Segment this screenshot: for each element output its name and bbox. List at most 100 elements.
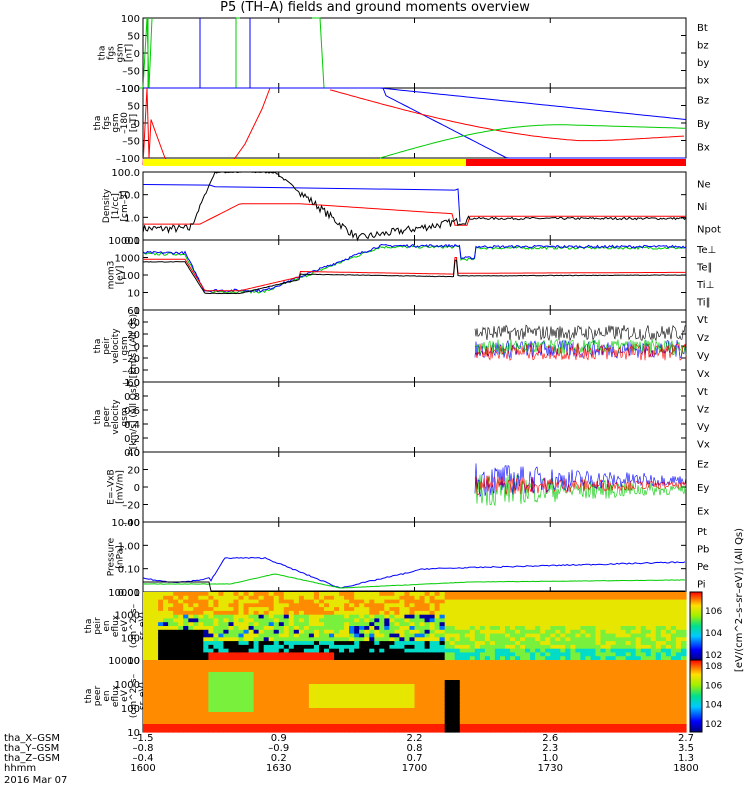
peir-spectrogram-cell [319, 622, 325, 627]
peer-spectrogram-cell [198, 696, 204, 701]
legend-density: Ne [697, 179, 711, 190]
peir-spectrogram-cell [213, 626, 219, 631]
peer-spectrogram-cell [655, 704, 662, 709]
peer-spectrogram-cell [183, 700, 189, 705]
peer-spectrogram-cell [489, 708, 496, 713]
peer-spectrogram-cell [404, 720, 410, 725]
peer-spectrogram-cell [565, 712, 571, 717]
peir-spectrogram-cell [303, 633, 310, 638]
peer-spectrogram-cell [655, 668, 662, 673]
peir-spectrogram-cell [464, 656, 471, 661]
peer-spectrogram-cell [394, 712, 400, 717]
peer-spectrogram-cell [243, 664, 250, 669]
peir-spectrogram-cell [575, 592, 581, 597]
peer-spectrogram-cell [570, 724, 576, 729]
peer-spectrogram-cell [500, 684, 506, 689]
peir-spectrogram-cell [439, 633, 446, 638]
peir-spectrogram-cell [625, 656, 632, 661]
peer-spectrogram-cell [500, 704, 506, 709]
peir-spectrogram-cell [665, 603, 672, 608]
peir-spectrogram-cell [359, 599, 365, 604]
peer-spectrogram-cell [278, 672, 285, 677]
peer-spectrogram-cell [178, 716, 184, 721]
peir-spectrogram [143, 592, 687, 661]
peer-spectrogram-cell [645, 668, 652, 673]
peer-spectrogram-cell [525, 660, 531, 665]
peer-spectrogram-cell [444, 704, 451, 709]
peir-spectrogram-cell [384, 592, 390, 597]
peer-spectrogram-cell [510, 720, 516, 725]
peir-spectrogram-cell [640, 592, 647, 597]
peir-spectrogram-cell [329, 648, 335, 654]
peer-spectrogram-cell [339, 672, 345, 677]
peir-spectrogram-cell [268, 622, 275, 627]
peer-spectrogram-cell [223, 692, 229, 697]
peer-spectrogram-cell [580, 704, 586, 709]
peir-spectrogram-cell [228, 652, 235, 657]
peir-spectrogram-cell [414, 633, 421, 638]
peir-spectrogram-cell [188, 603, 194, 608]
peer-spectrogram-cell [288, 700, 295, 705]
peer-spectrogram-cell [364, 728, 370, 733]
peir-spectrogram-cell [645, 629, 652, 635]
peer-spectrogram-cell [570, 684, 576, 689]
peer-spectrogram-cell [600, 688, 607, 693]
peir-spectrogram-cell [188, 633, 194, 638]
peer-spectrogram-cell [153, 692, 159, 697]
peer-spectrogram-cell [143, 700, 149, 705]
peer-spectrogram-cell [525, 684, 531, 689]
peir-spectrogram-cell [650, 592, 657, 597]
y-tick-label-pressure: 1.00 [118, 541, 140, 552]
peir-spectrogram-cell [168, 607, 174, 612]
peer-spectrogram-cell [203, 684, 209, 689]
peer-spectrogram-cell [570, 660, 576, 665]
peir-spectrogram-cell [384, 648, 390, 654]
peir-spectrogram-cell [253, 592, 260, 597]
peer-spectrogram-cell [313, 696, 320, 701]
peir-spectrogram-cell [223, 626, 229, 631]
peer-spectrogram-cell [479, 728, 486, 733]
peir-spectrogram-cell [439, 626, 446, 631]
peir-spectrogram-cell [494, 656, 501, 661]
peer-spectrogram-cell [233, 680, 240, 685]
peir-spectrogram-cell [178, 610, 184, 616]
peir-spectrogram-cell [515, 595, 521, 601]
peer-spectrogram-cell [228, 708, 235, 713]
peir-spectrogram-cell [665, 633, 672, 638]
peir-spectrogram-cell [660, 648, 667, 654]
peir-spectrogram-cell [660, 592, 667, 597]
peer-spectrogram-cell [590, 700, 597, 705]
peer-spectrogram-cell [208, 692, 214, 697]
peir-spectrogram-cell [429, 603, 436, 608]
peer-spectrogram-cell [535, 668, 541, 673]
peer-spectrogram-cell [374, 676, 380, 681]
peer-spectrogram-cell [575, 668, 581, 673]
peer-spectrogram-cell [243, 660, 250, 665]
peir-spectrogram-cell [474, 610, 481, 616]
peer-spectrogram-cell [369, 664, 375, 669]
peir-spectrogram-cell [288, 648, 295, 654]
peir-spectrogram-cell [308, 648, 315, 654]
peir-spectrogram-cell [630, 603, 637, 608]
peer-spectrogram-cell [525, 724, 531, 729]
peir-spectrogram-cell [359, 652, 365, 657]
peer-spectrogram-cell [550, 672, 556, 677]
peir-spectrogram-cell [595, 592, 602, 597]
peer-spectrogram-cell [399, 668, 405, 673]
peir-spectrogram-cell [494, 592, 501, 597]
peir-spectrogram-cell [489, 610, 496, 616]
peir-spectrogram-cell [364, 652, 370, 657]
peir-spectrogram-cell [555, 622, 561, 627]
peer-spectrogram-cell [233, 720, 240, 725]
peir-spectrogram-cell [515, 618, 521, 623]
peir-spectrogram-cell [263, 599, 270, 604]
peir-spectrogram-cell [308, 595, 315, 601]
peir-spectrogram-cell [233, 652, 240, 657]
peir-spectrogram-cell [615, 599, 622, 604]
peer-spectrogram-cell [535, 708, 541, 713]
peir-spectrogram-cell [218, 599, 224, 604]
peer-spectrogram-cell [560, 700, 566, 705]
peir-spectrogram-cell [218, 633, 224, 638]
peer-spectrogram-cell [319, 724, 325, 729]
peer-spectrogram-cell [293, 700, 300, 705]
